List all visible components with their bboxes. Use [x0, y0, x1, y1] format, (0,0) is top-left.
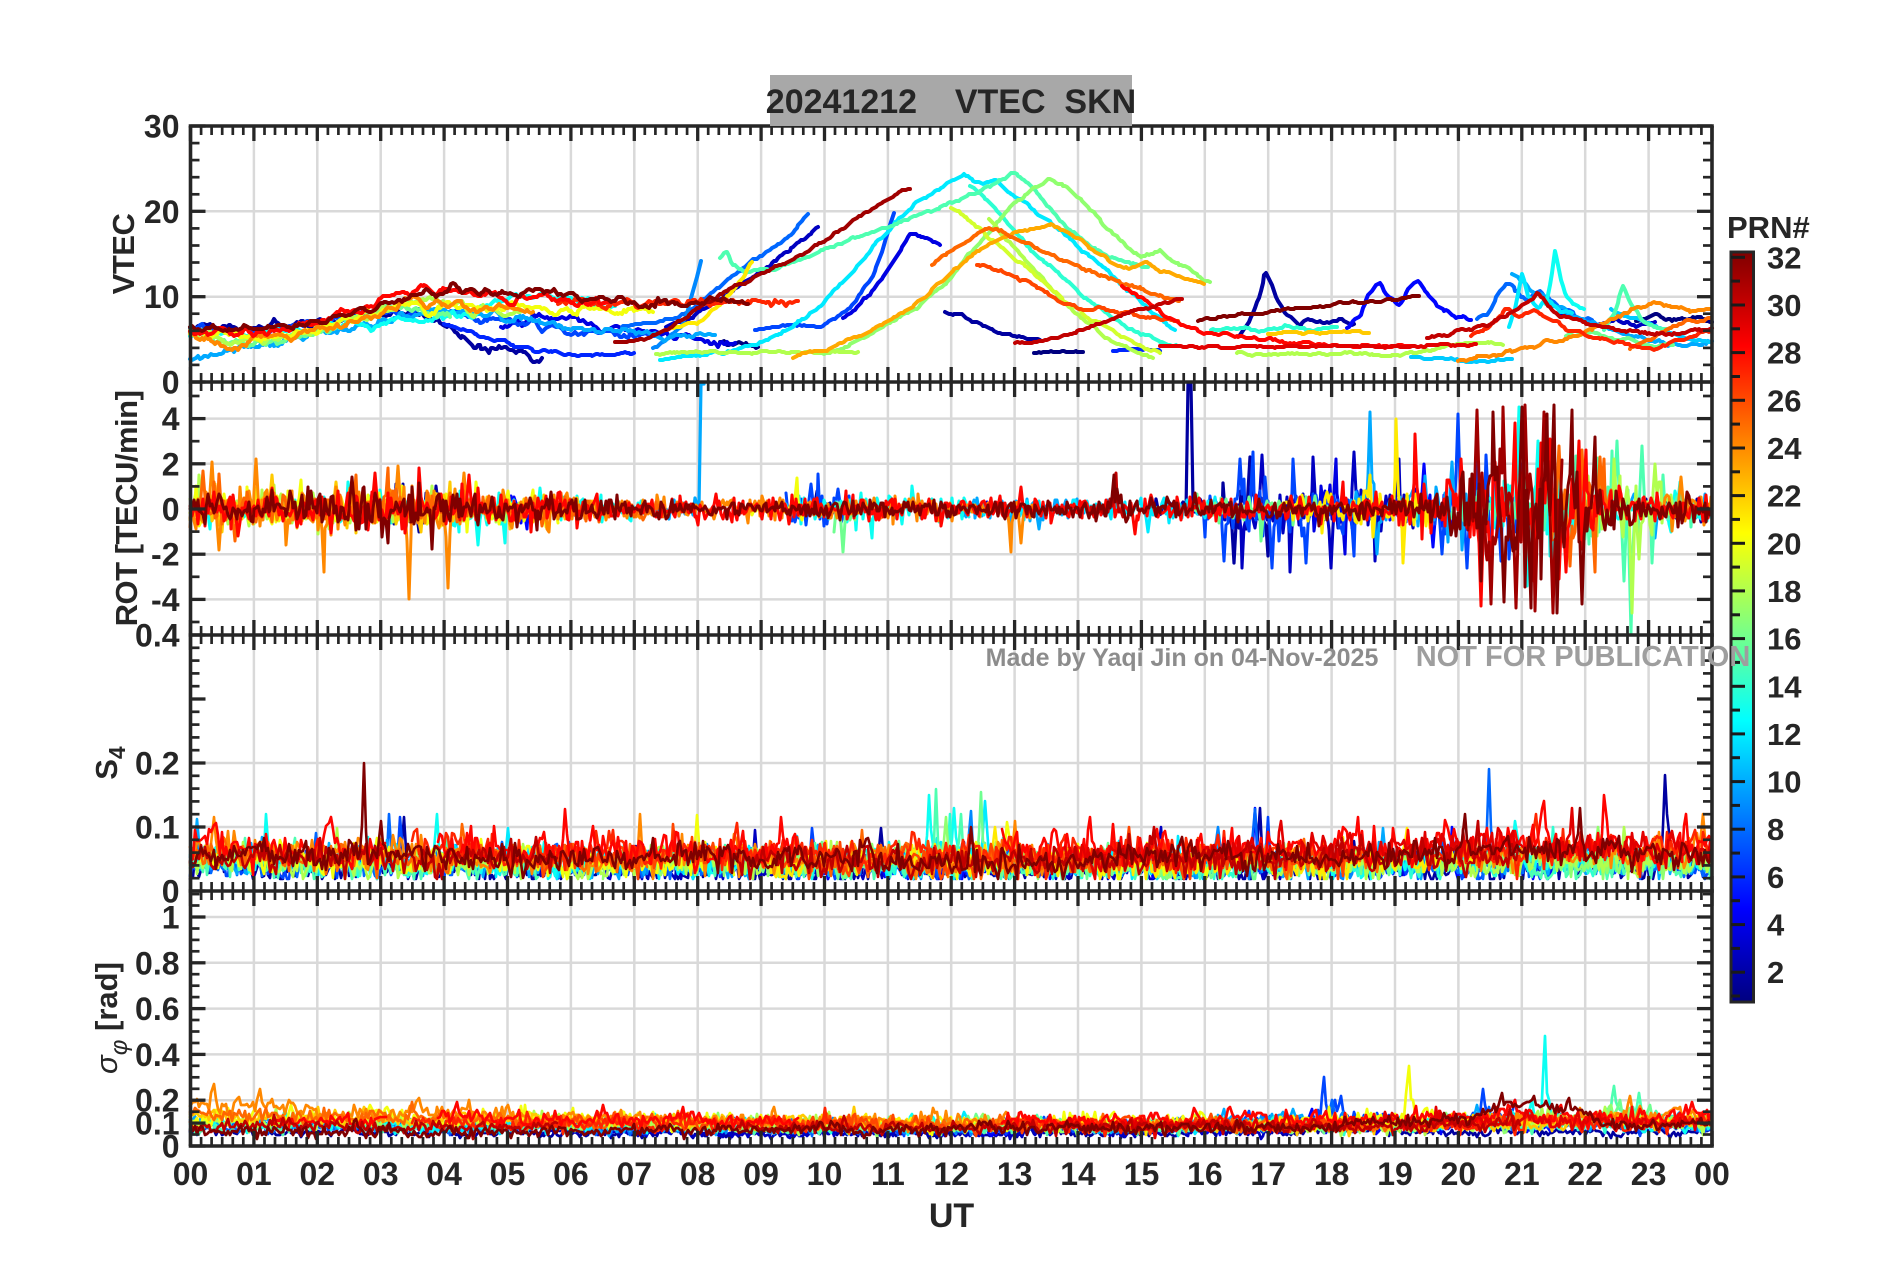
svg-text:28: 28: [1767, 336, 1801, 371]
svg-text:00: 00: [1694, 1156, 1730, 1192]
svg-text:0: 0: [162, 492, 180, 528]
svg-text:NOT FOR PUBLICATION: NOT FOR PUBLICATION: [1416, 641, 1751, 673]
svg-text:0.4: 0.4: [135, 1037, 180, 1073]
svg-text:8: 8: [1767, 812, 1784, 847]
svg-text:03: 03: [363, 1156, 399, 1192]
svg-text:10: 10: [1767, 765, 1801, 800]
svg-text:07: 07: [616, 1156, 652, 1192]
svg-text:19: 19: [1377, 1156, 1413, 1192]
svg-text:0.4: 0.4: [135, 618, 180, 654]
svg-text:01: 01: [236, 1156, 272, 1192]
svg-text:18: 18: [1767, 574, 1801, 609]
svg-text:12: 12: [933, 1156, 969, 1192]
svg-text:08: 08: [680, 1156, 716, 1192]
svg-text:20: 20: [144, 194, 180, 230]
svg-text:VTEC: VTEC: [106, 214, 141, 295]
svg-text:0: 0: [162, 1129, 180, 1165]
svg-text:2: 2: [1767, 955, 1784, 990]
svg-text:13: 13: [997, 1156, 1033, 1192]
svg-text:0.6: 0.6: [135, 991, 179, 1027]
svg-text:30: 30: [144, 109, 180, 145]
svg-text:20: 20: [1767, 526, 1801, 561]
svg-text:26: 26: [1767, 383, 1801, 418]
svg-text:22: 22: [1767, 479, 1801, 514]
svg-text:-2: -2: [151, 537, 179, 573]
svg-text:0.1: 0.1: [135, 810, 179, 846]
svg-text:PRN#: PRN#: [1727, 210, 1810, 245]
svg-text:σφ [rad]: σφ [rad]: [89, 962, 133, 1074]
svg-text:16: 16: [1767, 622, 1801, 657]
svg-text:ROT [TECU/min]: ROT [TECU/min]: [109, 391, 144, 627]
svg-text:6: 6: [1767, 860, 1784, 895]
svg-text:0.2: 0.2: [135, 1083, 179, 1119]
svg-text:UT: UT: [929, 1197, 975, 1235]
svg-text:10: 10: [807, 1156, 843, 1192]
svg-text:00: 00: [173, 1156, 209, 1192]
svg-text:05: 05: [490, 1156, 526, 1192]
svg-text:0: 0: [162, 874, 180, 910]
svg-text:09: 09: [743, 1156, 779, 1192]
svg-text:18: 18: [1314, 1156, 1350, 1192]
svg-text:1: 1: [162, 900, 180, 936]
svg-text:02: 02: [299, 1156, 335, 1192]
svg-text:24: 24: [1767, 431, 1802, 466]
svg-text:0.2: 0.2: [135, 746, 179, 782]
svg-text:21: 21: [1504, 1156, 1540, 1192]
svg-text:11: 11: [871, 1156, 905, 1192]
svg-text:12: 12: [1767, 717, 1801, 752]
svg-text:14: 14: [1767, 669, 1802, 704]
svg-text:23: 23: [1631, 1156, 1667, 1192]
svg-text:4: 4: [162, 401, 180, 437]
svg-text:0: 0: [162, 365, 180, 401]
svg-text:20: 20: [1441, 1156, 1477, 1192]
svg-text:32: 32: [1767, 240, 1801, 275]
svg-text:0.8: 0.8: [135, 945, 179, 981]
svg-text:Made by Yaqi Jin on 04-Nov-202: Made by Yaqi Jin on 04-Nov-2025: [986, 644, 1379, 672]
svg-text:-4: -4: [151, 582, 180, 618]
svg-text:22: 22: [1567, 1156, 1603, 1192]
svg-text:0.1: 0.1: [135, 1106, 179, 1142]
svg-text:06: 06: [553, 1156, 589, 1192]
svg-text:14: 14: [1060, 1156, 1096, 1192]
svg-text:10: 10: [144, 279, 180, 315]
svg-text:16: 16: [1187, 1156, 1223, 1192]
svg-text:17: 17: [1250, 1156, 1286, 1192]
svg-text:20241212 VTEC SKN: 20241212 VTEC SKN: [766, 83, 1136, 121]
svg-text:2: 2: [162, 446, 180, 482]
svg-text:4: 4: [1767, 908, 1785, 943]
svg-text:30: 30: [1767, 288, 1801, 323]
svg-text:15: 15: [1124, 1156, 1160, 1192]
svg-text:04: 04: [426, 1156, 462, 1192]
